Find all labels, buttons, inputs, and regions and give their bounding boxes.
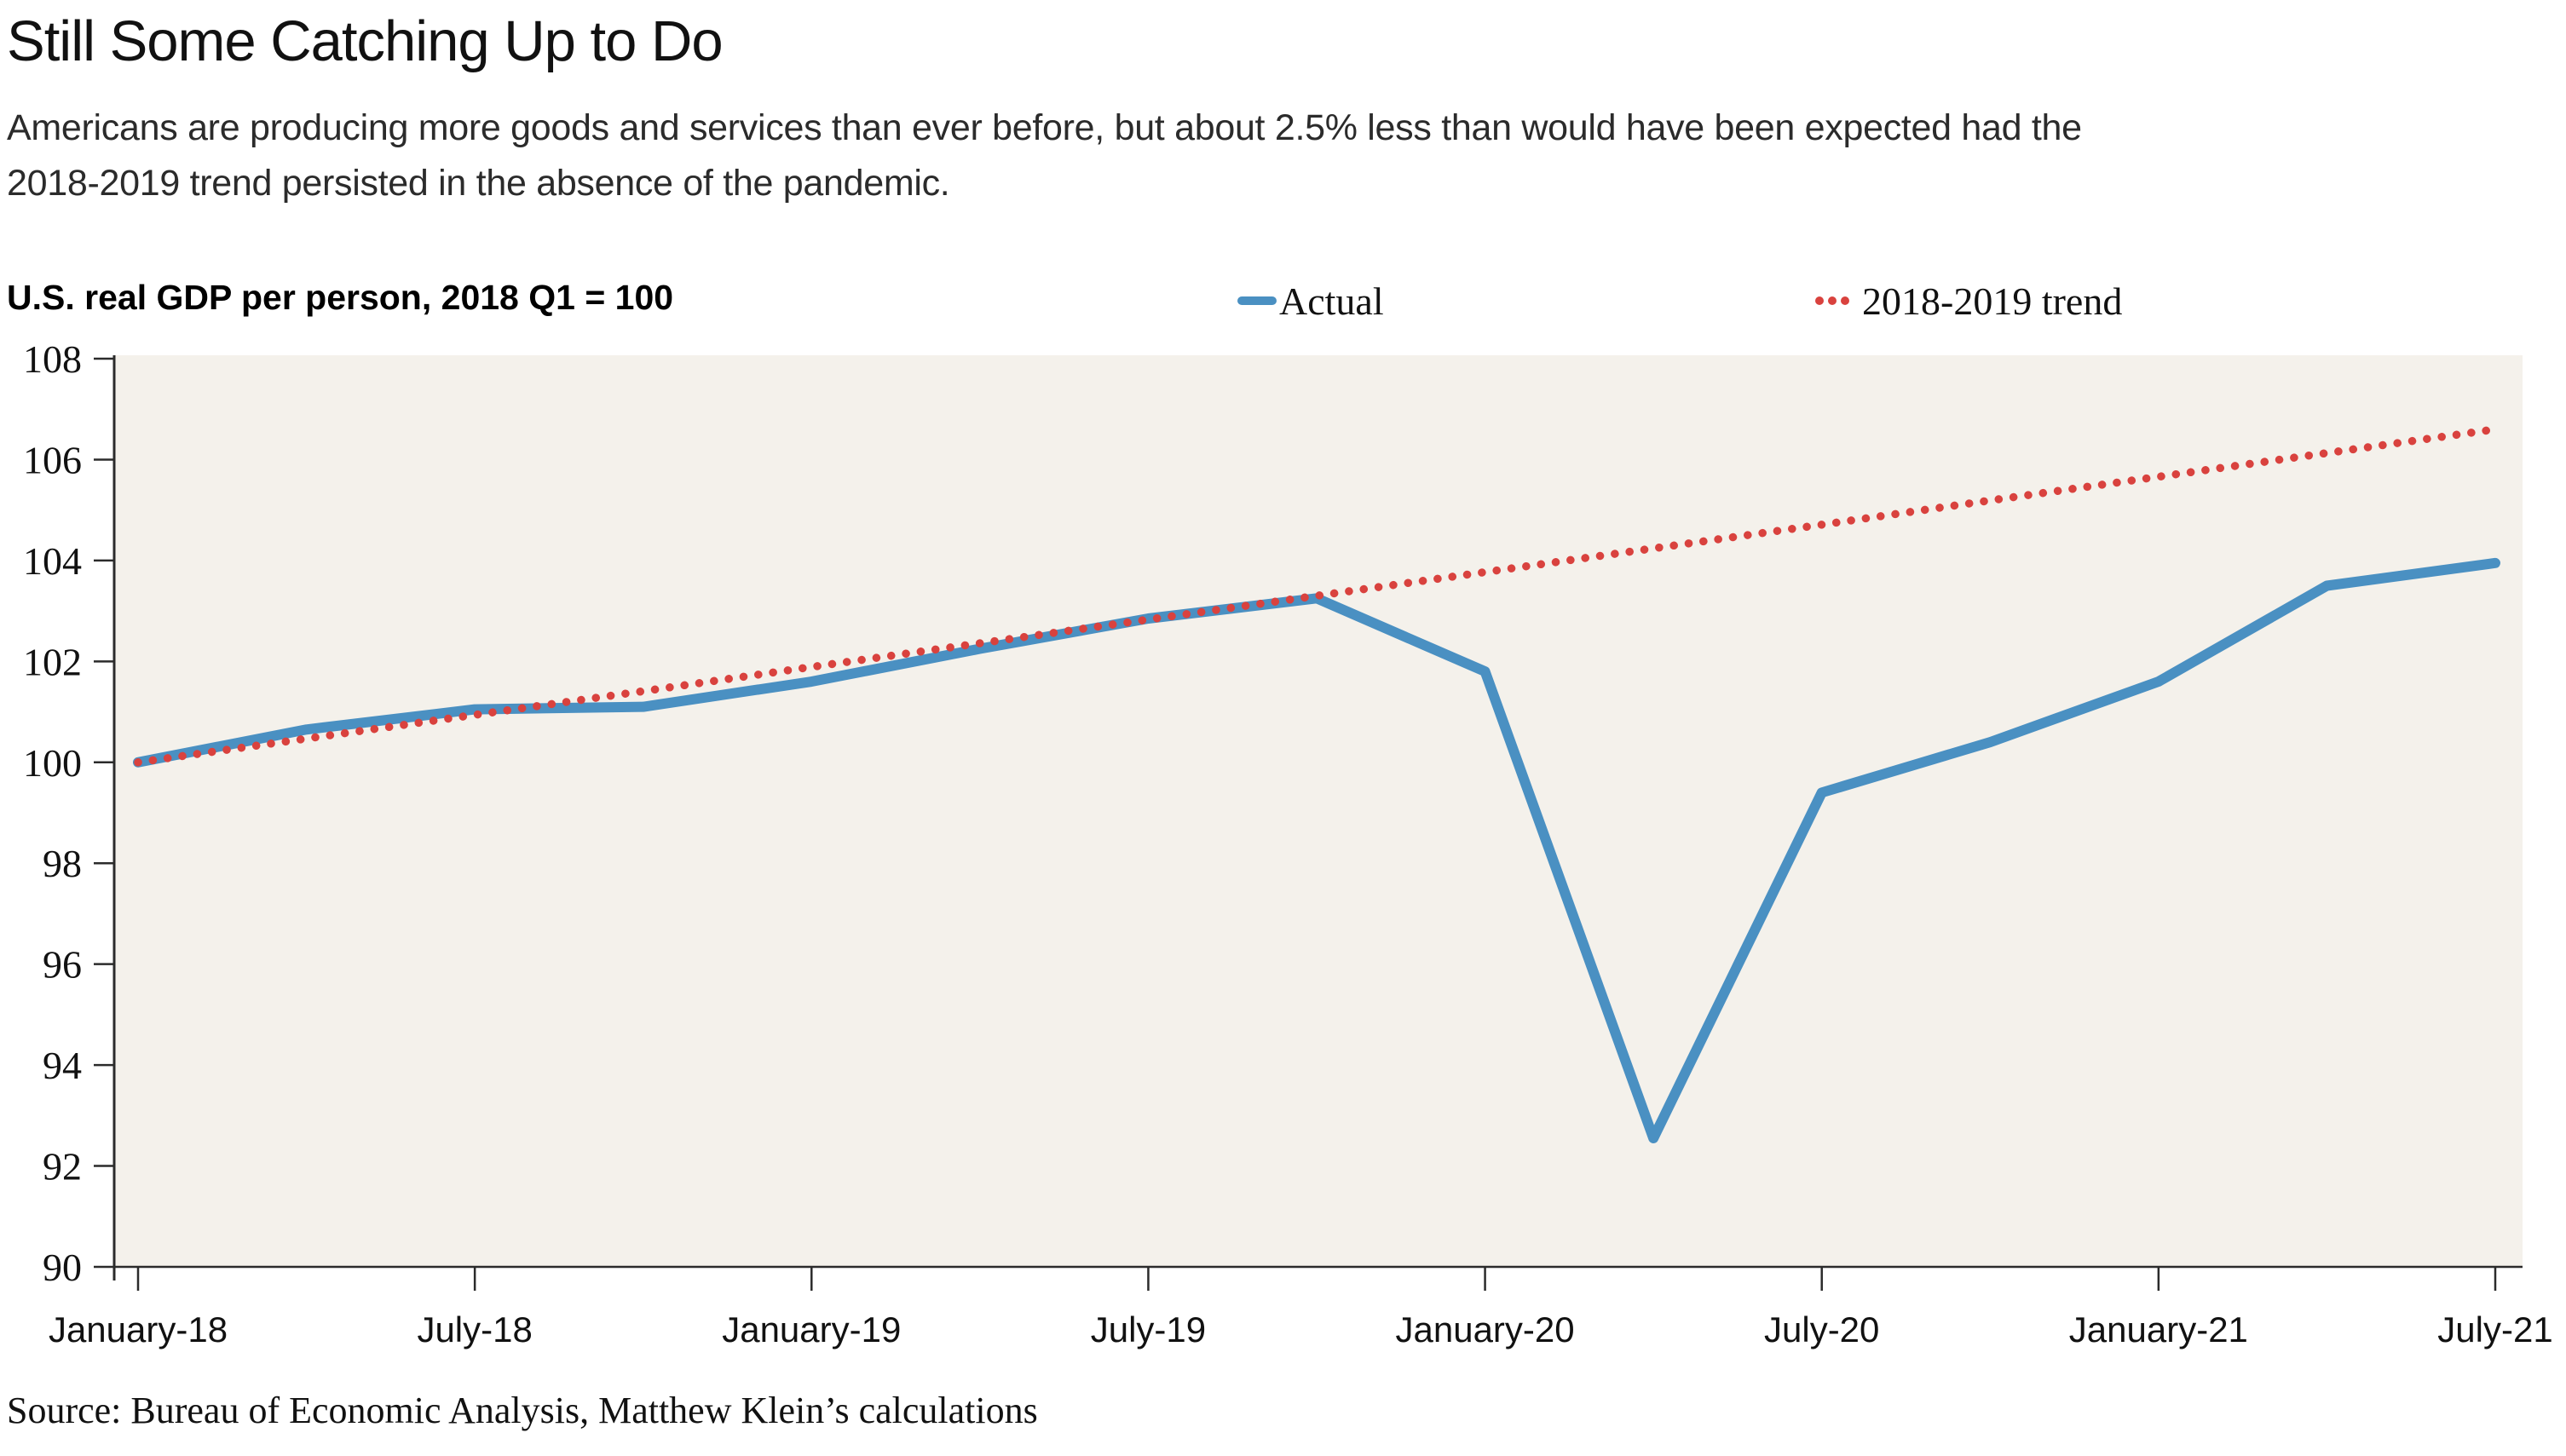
- trend-series-dotted-line: [134, 425, 2500, 767]
- y-tick-label: 106: [23, 438, 82, 481]
- y-tick-label: 104: [23, 539, 82, 583]
- plot-area: [114, 355, 2523, 1267]
- y-tick-label: 102: [23, 640, 82, 683]
- x-tick-label: July-20: [1764, 1309, 1879, 1350]
- legend-label-trend: 2018-2019 trend: [1862, 279, 2123, 323]
- chart-subtitle: Americans are producing more goods and s…: [7, 107, 2082, 204]
- y-tick-label: 100: [23, 741, 82, 785]
- legend-item-trend: 2018-2019 trend: [1815, 271, 2122, 331]
- y-tick-label: 90: [43, 1246, 82, 1289]
- chart-header: U.S. real GDP per person, 2018 Q1 = 100 …: [0, 271, 2566, 331]
- y-tick-label: 98: [43, 842, 82, 885]
- page-title: Still Some Catching Up to Do: [7, 9, 724, 73]
- x-tick-label: January-19: [722, 1309, 901, 1350]
- y-tick-label: 96: [43, 943, 82, 987]
- y-tick-label: 92: [43, 1145, 82, 1188]
- x-tick-label: January-18: [49, 1309, 228, 1350]
- legend-label-actual: Actual: [1279, 279, 1384, 323]
- x-tick-label: January-20: [1396, 1309, 1575, 1350]
- source-note: Source: Bureau of Economic Analysis, Mat…: [7, 1390, 1038, 1431]
- axis-title: U.S. real GDP per person, 2018 Q1 = 100: [7, 278, 674, 317]
- legend-item-actual: Actual: [1237, 271, 1384, 331]
- y-tick-label: 108: [23, 337, 82, 381]
- x-tick-label: July-19: [1091, 1309, 1206, 1350]
- x-tick-label: January-21: [2069, 1309, 2248, 1350]
- trend-dotted-swatch: [1815, 296, 1854, 305]
- y-tick-label: 94: [43, 1044, 82, 1087]
- x-tick-label: July-18: [417, 1309, 532, 1350]
- x-tick-label: July-21: [2437, 1309, 2552, 1350]
- actual-line-swatch: [1237, 296, 1277, 305]
